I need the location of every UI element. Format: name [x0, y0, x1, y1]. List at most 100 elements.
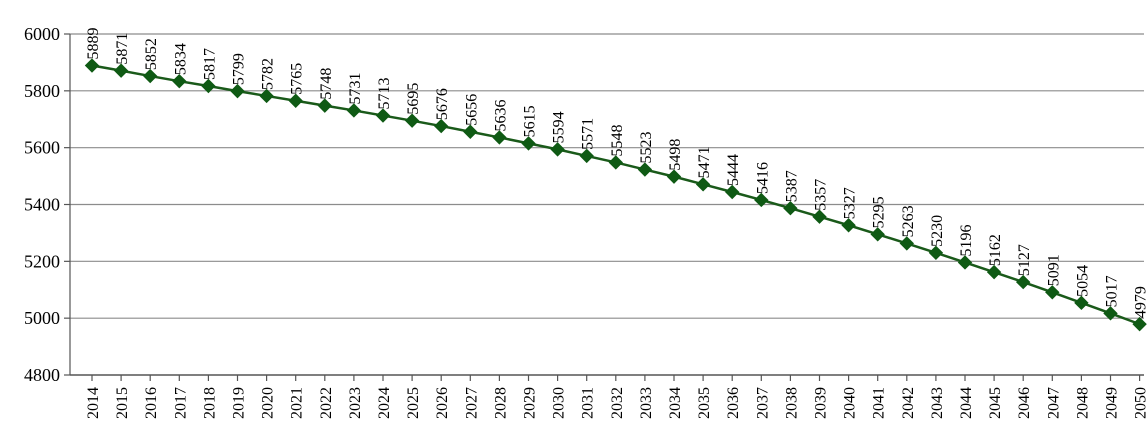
data-point [1103, 306, 1118, 321]
data-point [754, 192, 769, 208]
data-label: 5594 [551, 111, 568, 143]
x-tick-label: 2042 [900, 387, 917, 419]
data-label: 5387 [783, 170, 800, 202]
data-label: 5230 [929, 215, 946, 247]
data-point [317, 98, 333, 113]
data-point [288, 93, 303, 108]
data-point [608, 155, 624, 170]
x-tick-label: 2024 [376, 387, 393, 419]
data-point [1015, 274, 1031, 290]
x-tick-label: 2025 [405, 387, 422, 419]
data-label: 5357 [813, 179, 830, 211]
data-label: 5799 [231, 53, 248, 85]
data-point [1132, 316, 1147, 332]
data-label: 5444 [725, 154, 742, 186]
y-axis: 4800 5000 5200 5400 5600 5800 6000 [24, 24, 71, 385]
x-axis: 2014 2015 2016 2017 2018 2019 2020 2021 2022 2023… [85, 375, 1147, 419]
data-point [1074, 295, 1089, 311]
data-label: 5817 [201, 48, 218, 80]
x-tick-label: 2028 [492, 387, 509, 419]
series-markers [84, 58, 1147, 332]
data-label: 5162 [987, 234, 1004, 266]
data-point [142, 68, 158, 84]
x-tick-label: 2029 [522, 387, 539, 419]
x-tick-label: 2049 [1104, 387, 1121, 419]
data-point [899, 236, 915, 251]
data-point [1045, 285, 1060, 300]
x-tick-label: 2047 [1045, 387, 1062, 419]
y-tick-label: 5000 [24, 308, 60, 328]
data-label: 5748 [318, 68, 335, 100]
data-label: 5416 [754, 162, 771, 194]
x-tick-label: 2050 [1133, 387, 1147, 419]
x-tick-label: 2037 [754, 387, 771, 419]
x-tick-label: 2041 [871, 387, 888, 419]
x-tick-label: 2031 [580, 387, 597, 419]
x-tick-label: 2048 [1074, 387, 1091, 419]
data-label: 5871 [114, 33, 131, 65]
data-point [113, 63, 129, 78]
data-point [404, 113, 420, 128]
x-tick-label: 2017 [172, 387, 189, 419]
x-tick-label: 2045 [987, 387, 1004, 419]
data-label: 5017 [1104, 275, 1121, 307]
data-label: 5695 [405, 83, 422, 115]
data-label: 5498 [667, 139, 684, 171]
x-tick-label: 2020 [260, 387, 277, 419]
data-point [259, 88, 274, 104]
x-tick-label: 2030 [551, 387, 568, 419]
data-label: 5295 [871, 196, 888, 228]
x-tick-label: 2043 [929, 387, 946, 419]
x-tick-label: 2026 [434, 387, 451, 419]
data-point [230, 83, 245, 99]
data-label: 5263 [900, 205, 917, 237]
data-label: 5054 [1074, 265, 1091, 297]
y-tick-label: 5400 [24, 195, 60, 215]
y-tick-label: 5200 [24, 251, 60, 271]
x-tick-label: 2023 [347, 387, 364, 419]
data-label: 5091 [1045, 254, 1062, 286]
data-label: 5636 [492, 99, 509, 131]
x-tick-label: 2014 [85, 387, 102, 419]
data-label: 5615 [522, 105, 539, 137]
x-tick-label: 2032 [609, 387, 626, 419]
data-point [812, 209, 827, 224]
data-label: 5471 [696, 146, 713, 178]
data-label: 5676 [434, 88, 451, 120]
data-label: 5852 [143, 38, 160, 70]
x-tick-label: 2015 [114, 387, 131, 419]
x-tick-label: 2022 [318, 387, 335, 419]
series-path [91, 64, 1141, 326]
data-point [841, 218, 856, 233]
data-point [695, 177, 711, 192]
x-tick-label: 2036 [725, 387, 742, 419]
data-label: 5713 [376, 78, 393, 110]
x-tick-label: 2035 [696, 387, 713, 419]
series-line [91, 64, 1141, 326]
data-point [492, 130, 507, 145]
data-point [433, 118, 449, 134]
y-tick-label: 4800 [24, 365, 60, 385]
x-tick-label: 2039 [813, 387, 830, 419]
x-tick-label: 2044 [958, 387, 975, 419]
data-point [201, 78, 216, 94]
x-tick-label: 2016 [143, 387, 160, 419]
data-label: 5889 [85, 28, 102, 60]
data-labels: 5889 5871 5852 5834 5817 5799 5782 5765 5748 5731… [85, 28, 1147, 319]
data-label: 4979 [1133, 286, 1147, 318]
y-tick-label: 5800 [24, 81, 60, 101]
data-point [463, 124, 478, 139]
data-label: 5782 [260, 58, 277, 90]
data-label: 5656 [463, 94, 480, 126]
x-tick-label: 2038 [783, 387, 800, 419]
x-tick-label: 2034 [667, 387, 684, 419]
data-point [928, 245, 944, 261]
data-point [521, 136, 536, 151]
data-label: 5765 [289, 63, 306, 95]
data-point [957, 255, 973, 270]
data-label: 5196 [958, 224, 975, 256]
data-point [550, 142, 565, 157]
x-tick-label: 2046 [1016, 387, 1033, 419]
data-label: 5834 [172, 43, 189, 75]
